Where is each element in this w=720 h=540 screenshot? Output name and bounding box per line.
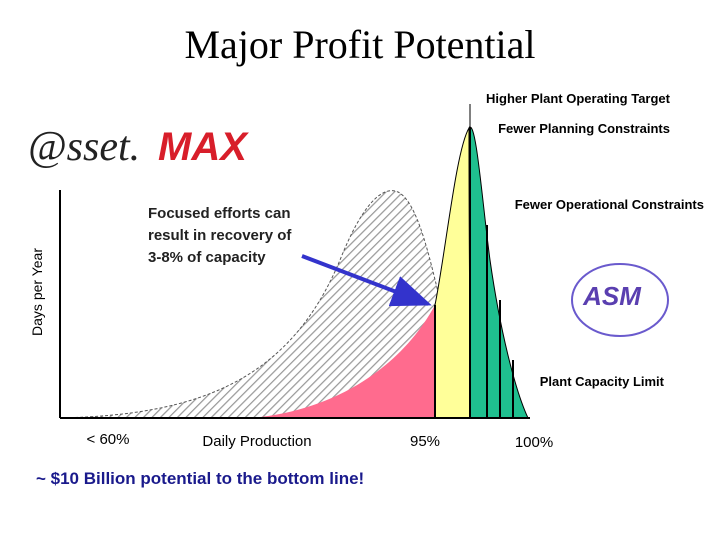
limit-region [468, 126, 529, 419]
callout: Focused efforts can result in recovery o… [148, 205, 292, 266]
x-label: Daily Production [202, 433, 311, 450]
footer: ~ $10 Billion potential to the bottom li… [36, 469, 364, 488]
current-distribution [59, 190, 441, 419]
annotation: Plant Capacity Limit [540, 374, 665, 389]
callout-line: Focused efforts can [148, 205, 291, 222]
annotation: Higher Plant Operating Target [486, 91, 671, 106]
x-label: 95% [410, 433, 440, 450]
callout-arrow [301, 254, 432, 307]
annotation: Fewer Operational Constraints [515, 197, 704, 212]
x-label: < 60% [87, 431, 130, 448]
x-label: 100% [515, 434, 553, 451]
callout-line: result in recovery of [148, 227, 292, 244]
asm-logo: ASM [571, 263, 669, 337]
y-axis-label: Days per Year [29, 248, 45, 336]
asset-max-logo: @sset. MAX [28, 124, 249, 170]
target-region [434, 126, 471, 419]
logo-prefix: @sset. [28, 124, 140, 170]
callout-line: 3-8% of capacity [148, 249, 266, 266]
annotation: Fewer Planning Constraints [498, 121, 670, 136]
logo-suffix: MAX [158, 125, 249, 169]
recovery-region [250, 305, 435, 418]
title: Major Profit Potential [184, 22, 535, 67]
limit-lines [434, 128, 514, 418]
asm-text: ASM [582, 281, 642, 311]
